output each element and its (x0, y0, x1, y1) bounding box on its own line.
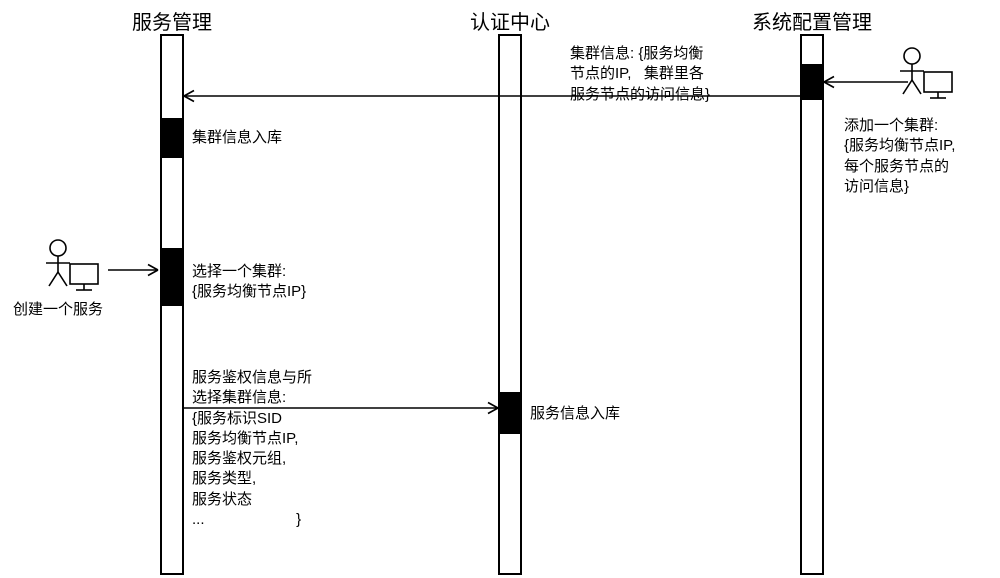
label-service-info-store: 服务信息入库 (530, 404, 620, 424)
sequence-diagram: 服务管理 认证中心 系统配置管理 集群信息: {服务均衡 节点的IP, 集群里各… (0, 0, 1000, 578)
arrow-add-cluster (824, 77, 908, 88)
title-service-mgmt: 服务管理 (132, 6, 212, 35)
label-select-cluster: 选择一个集群: {服务均衡节点IP} (192, 262, 306, 303)
title-sys-config: 系统配置管理 (752, 6, 872, 35)
arrow-create-service (108, 265, 158, 276)
activation-1 (160, 118, 184, 158)
activation-0 (800, 64, 824, 100)
actor-create-service (46, 240, 98, 290)
lifeline-sys-config (800, 34, 824, 575)
actor-add-cluster (900, 48, 952, 98)
activation-3 (498, 392, 522, 434)
label-add-cluster: 添加一个集群: {服务均衡节点IP, 每个服务节点的 访问信息} (844, 116, 955, 197)
activation-2 (160, 248, 184, 306)
label-cluster-info-msg: 集群信息: {服务均衡 节点的IP, 集群里各 服务节点的访问信息} (570, 44, 710, 105)
label-service-auth-info: 服务鉴权信息与所 选择集群信息: {服务标识SID 服务均衡节点IP, 服务鉴权… (192, 368, 312, 530)
label-cluster-info-store: 集群信息入库 (192, 128, 282, 148)
lifeline-auth-center (498, 34, 522, 575)
label-create-service: 创建一个服务 (13, 300, 103, 320)
title-auth-center: 认证中心 (470, 6, 550, 35)
